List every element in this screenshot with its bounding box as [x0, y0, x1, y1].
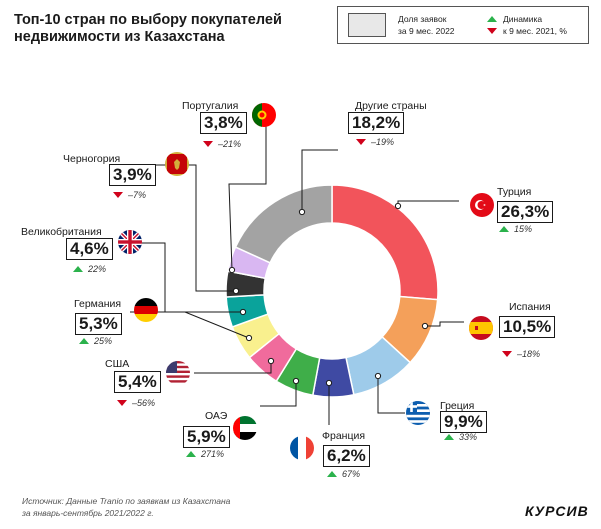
legend-share-swatch: [348, 13, 386, 37]
leader-dot-франция: [325, 379, 333, 387]
label-name-сша: США: [105, 358, 130, 370]
label-name-оаэ: ОАЭ: [205, 410, 228, 422]
label-name-португалия: Португалия: [182, 100, 239, 112]
label-name-испания: Испания: [509, 301, 551, 313]
leader-line-оаэ: [260, 381, 297, 407]
leader-line-сша: [194, 361, 272, 374]
label-dynamics-португалия: –21%: [218, 139, 242, 149]
label-share-турция: 26,3%: [497, 201, 554, 223]
leader-line-испания: [425, 321, 464, 327]
label-share-оаэ: 5,9%: [183, 426, 230, 448]
label-share-германия: 5,3%: [75, 313, 122, 335]
legend-up-triangle-icon: [487, 16, 497, 22]
flag-черногория-icon: [165, 152, 189, 176]
leader-line-другие-страны: [301, 149, 338, 212]
slice-турция: [331, 184, 439, 301]
label-share-франция: 6,2%: [323, 445, 370, 467]
label-name-греция: Греция: [440, 400, 475, 412]
label-share-сша: 5,4%: [114, 371, 161, 393]
flag-великобритания-icon: [118, 230, 142, 254]
source-note: Источник: Данные Tranio по заявкам из Ка…: [22, 495, 230, 519]
label-dynamics-сша: –56%: [132, 398, 156, 408]
flag-сша-icon: [166, 361, 190, 385]
leader-dot-германия: [245, 334, 253, 342]
flag-турция-icon: [470, 193, 494, 217]
leader-dot-испания: [421, 322, 429, 330]
legend-dynamics-label-2: к 9 мес. 2021, %: [503, 26, 567, 36]
leader-dot-великобритания: [239, 308, 247, 316]
dynamics-down-triangle-icon: [502, 351, 512, 357]
label-name-турция: Турция: [497, 186, 532, 198]
label-name-черногория: Черногория: [63, 153, 121, 165]
dynamics-up-triangle-icon: [499, 226, 509, 232]
kursiv-logo: КУРСИВ: [525, 503, 589, 519]
legend-down-triangle-icon: [487, 28, 497, 34]
flag-франция-icon: [290, 436, 314, 460]
dynamics-up-triangle-icon: [327, 471, 337, 477]
dynamics-down-triangle-icon: [113, 192, 123, 198]
label-dynamics-другие-страны: –19%: [371, 137, 395, 147]
leader-line-великобритания: [122, 242, 243, 313]
label-dynamics-германия: 25%: [94, 336, 113, 346]
dynamics-up-triangle-icon: [444, 434, 454, 440]
leader-dot-сша: [267, 357, 275, 365]
flag-испания-icon: [469, 316, 493, 340]
label-dynamics-греция: 33%: [459, 432, 478, 442]
leader-dot-черногория: [232, 287, 240, 295]
title-line-2: недвижимости из Казахстана: [14, 29, 225, 45]
flag-германия-icon: [134, 298, 158, 322]
slice-другие-страны: [234, 184, 333, 264]
label-share-португалия: 3,8%: [200, 112, 247, 134]
leader-line-черногория: [147, 164, 236, 292]
flag-греция-icon: [406, 401, 430, 425]
leader-line-португалия: [228, 118, 267, 271]
label-share-черногория: 3,9%: [109, 164, 156, 186]
label-dynamics-черногория: –7%: [128, 190, 147, 200]
leader-dot-другие-страны: [298, 208, 306, 216]
label-dynamics-оаэ: 271%: [201, 449, 225, 459]
leader-dot-оаэ: [292, 377, 300, 385]
legend-share-label-2: за 9 мес. 2022: [398, 26, 455, 36]
label-dynamics-турция: 15%: [514, 224, 533, 234]
label-share-великобритания: 4,6%: [66, 238, 113, 260]
label-dynamics-великобритания: 22%: [88, 264, 107, 274]
label-name-франция: Франция: [322, 430, 366, 442]
leader-dot-турция: [394, 202, 402, 210]
dynamics-up-triangle-icon: [79, 338, 89, 344]
dynamics-up-triangle-icon: [186, 451, 196, 457]
leader-line-греция: [377, 376, 405, 414]
dynamics-down-triangle-icon: [356, 139, 366, 145]
label-name-другие-страны: Другие страны: [355, 100, 427, 112]
label-share-другие-страны: 18,2%: [348, 112, 405, 134]
label-share-греция: 9,9%: [440, 411, 487, 433]
title-line-1: Топ-10 стран по выбору покупателей: [14, 12, 282, 28]
legend-box: Доля заявок за 9 мес. 2022 Динамика к 9 …: [337, 6, 589, 44]
legend-share-label-1: Доля заявок: [398, 14, 447, 24]
dynamics-down-triangle-icon: [203, 141, 213, 147]
label-name-германия: Германия: [74, 298, 122, 310]
dynamics-down-triangle-icon: [117, 400, 127, 406]
dynamics-up-triangle-icon: [73, 266, 83, 272]
flag-оаэ-icon: [233, 416, 257, 440]
legend-dynamics-label-1: Динамика: [503, 14, 543, 24]
source-line-1: Источник: Данные Tranio по заявкам из Ка…: [22, 496, 231, 506]
label-dynamics-испания: –18%: [517, 349, 541, 359]
label-dynamics-франция: 67%: [342, 469, 361, 479]
leader-dot-греция: [374, 372, 382, 380]
label-name-великобритания: Великобритания: [21, 226, 102, 238]
leader-dot-португалия: [228, 266, 236, 274]
flag-португалия-icon: [252, 103, 276, 127]
label-share-испания: 10,5%: [499, 316, 556, 338]
chart-title: Топ-10 стран по выбору покупателей недви…: [14, 12, 314, 46]
source-line-2: за январь-сентябрь 2021/2022 г.: [22, 508, 154, 518]
leader-line-турция: [397, 200, 459, 206]
